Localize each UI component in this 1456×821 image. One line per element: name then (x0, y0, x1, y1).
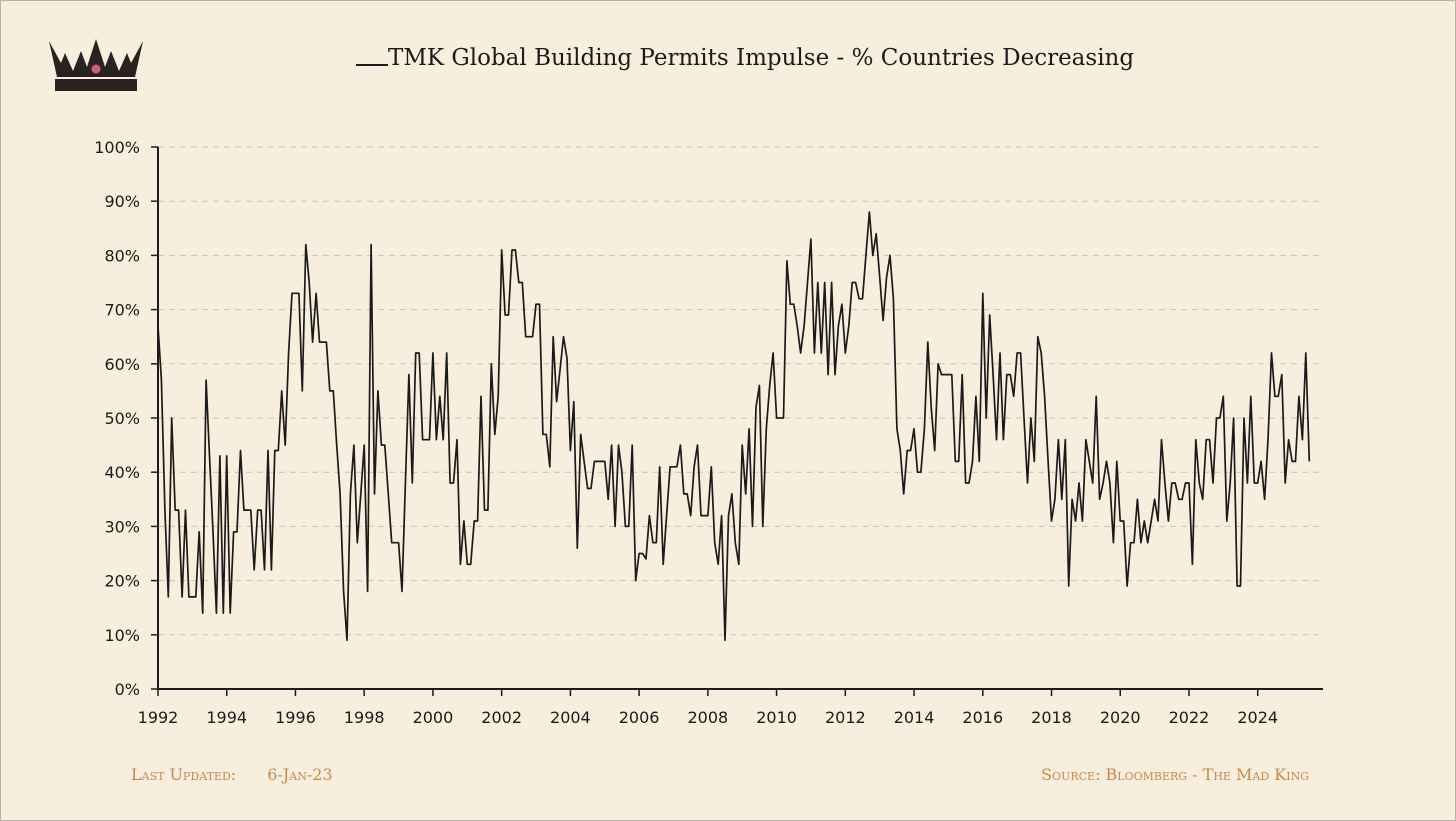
x-tick-label: 2010 (756, 708, 797, 727)
crown-icon (49, 39, 143, 91)
x-tick-label: 1992 (138, 708, 179, 727)
x-tick-label: 2022 (1169, 708, 1210, 727)
y-tick-label: 80% (104, 246, 140, 265)
chart-title: TMK Global Building Permits Impulse - % … (356, 45, 1134, 71)
y-tick-label: 50% (104, 409, 140, 428)
last-updated-date: 6-Jan-23 (267, 765, 333, 784)
y-tick-label: 60% (104, 355, 140, 374)
x-tick-label: 1996 (275, 708, 316, 727)
gridlines (158, 146, 1323, 636)
x-tick-label: 2004 (550, 708, 591, 727)
x-tick-label: 2018 (1031, 708, 1072, 727)
x-tick-label: 2002 (481, 708, 522, 727)
y-tick-label: 70% (104, 301, 140, 320)
x-axis-ticks: 1992 1994 1996 1998 2000 2002 2004 2006 2008 2010… (138, 689, 1278, 727)
y-tick-label: 40% (104, 463, 140, 482)
x-tick-label: 2020 (1100, 708, 1141, 727)
x-tick-label: 1998 (344, 708, 385, 727)
source-note: Source: Bloomberg - The Mad King (1041, 765, 1309, 784)
x-tick-label: 2014 (894, 708, 935, 727)
y-tick-label: 0% (115, 680, 140, 699)
last-updated: Last Updated: 6-Jan-23 (131, 765, 333, 784)
y-tick-label: 10% (104, 626, 140, 645)
x-tick-label: 2008 (687, 708, 728, 727)
series-line (157, 211, 1311, 642)
x-tick-label: 2006 (619, 708, 660, 727)
x-tick-label: 2016 (962, 708, 1003, 727)
last-updated-label: Last Updated: (131, 765, 237, 784)
y-tick-label: 20% (104, 572, 140, 591)
x-tick-label: 2024 (1237, 708, 1278, 727)
x-tick-label: 1994 (206, 708, 247, 727)
y-tick-label: 90% (104, 192, 140, 211)
chart-title-text: TMK Global Building Permits Impulse - % … (388, 45, 1135, 71)
x-tick-label: 2000 (413, 708, 454, 727)
y-tick-label: 30% (104, 517, 140, 536)
legend-line-swatch (356, 64, 388, 66)
x-tick-label: 2012 (825, 708, 866, 727)
y-tick-label: 100% (94, 138, 140, 157)
y-axis-ticks: 0% 10% 20% 30% 40% 50% 60% 70% 80% 90% 100% (94, 138, 158, 699)
